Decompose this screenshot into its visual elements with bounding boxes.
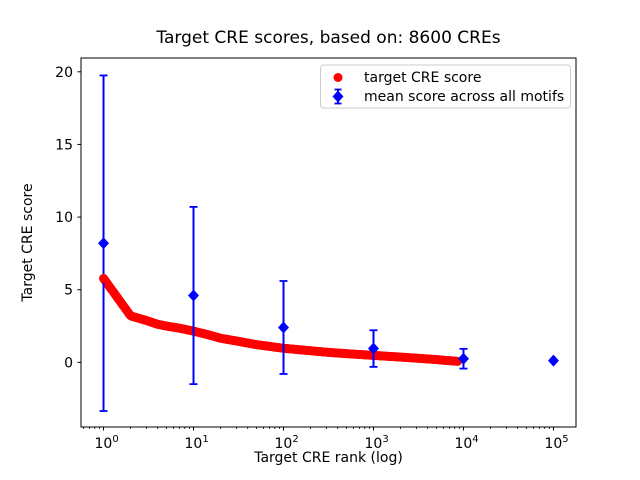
plot-border	[80, 57, 577, 428]
y-tick-label: 15	[55, 137, 73, 153]
mean-score-markers	[98, 237, 559, 367]
y-tick-label: 10	[55, 210, 73, 226]
legend-marker-circle-icon	[333, 73, 343, 82]
x-axis-label: Target CRE rank (log)	[253, 450, 403, 466]
x-tick-label: 103	[364, 434, 388, 452]
x-tick-label: 102	[274, 434, 298, 452]
mean-score-diamond	[188, 289, 200, 302]
y-tick-label: 5	[64, 283, 73, 299]
x-tick-label: 101	[185, 434, 209, 452]
plot-generated-content: 0 5 10 15 20 100 101 102 103 104 105	[55, 57, 577, 452]
target-score-point	[99, 273, 109, 283]
legend-label-target-score: target CRE score	[364, 70, 481, 86]
axes: 0 5 10 15 20 100 101 102 103 104 105	[55, 57, 577, 452]
mean-score-errorbars	[99, 74, 558, 412]
target-score-rank1-point	[99, 273, 109, 283]
mean-score-diamond	[277, 321, 289, 334]
x-tick-label: 104	[454, 434, 478, 452]
mean-score-diamond	[367, 342, 379, 355]
x-tick-label: 100	[95, 434, 119, 452]
x-tick-label: 105	[544, 434, 568, 452]
y-tick-label: 20	[55, 65, 73, 81]
legend	[320, 64, 571, 109]
legend-marker-diamond-icon	[332, 88, 344, 105]
legend-label-mean-score: mean score across all motifs	[364, 89, 564, 105]
mean-score-diamond	[98, 237, 110, 250]
target-score-series	[100, 275, 463, 366]
legend-box	[320, 64, 571, 109]
mean-score-diamond	[457, 352, 469, 365]
y-tick-label: 0	[64, 355, 73, 371]
mean-score-diamond	[547, 354, 559, 367]
chart-title: Target CRE scores, based on: 8600 CREs	[155, 28, 500, 48]
y-axis-label: Target CRE score	[20, 183, 36, 302]
